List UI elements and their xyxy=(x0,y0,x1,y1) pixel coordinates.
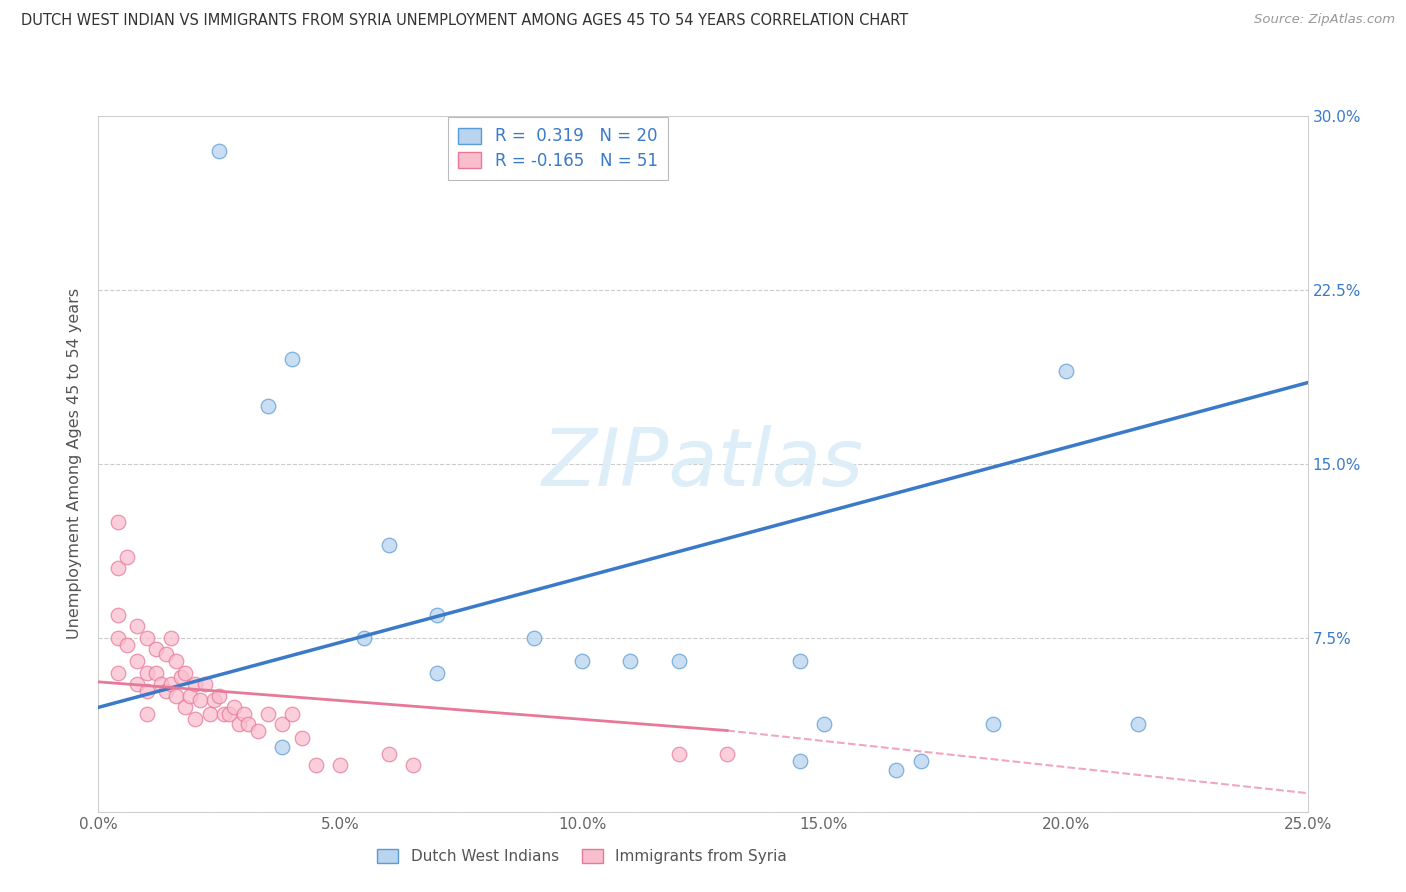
Point xyxy=(238,716,260,731)
Point xyxy=(789,654,811,668)
Point xyxy=(426,607,449,622)
Point xyxy=(174,700,197,714)
Point xyxy=(135,707,157,722)
Point xyxy=(256,399,278,413)
Point xyxy=(155,647,177,661)
Point xyxy=(117,549,139,564)
Point xyxy=(184,677,207,691)
Point xyxy=(174,665,197,680)
Point xyxy=(247,723,270,738)
Text: ZIPatlas: ZIPatlas xyxy=(541,425,865,503)
Point xyxy=(145,642,167,657)
Point xyxy=(188,693,211,707)
Point xyxy=(165,654,187,668)
Point xyxy=(716,747,738,761)
Point xyxy=(668,747,690,761)
Point xyxy=(377,538,399,552)
Y-axis label: Unemployment Among Ages 45 to 54 years: Unemployment Among Ages 45 to 54 years xyxy=(67,288,83,640)
Point xyxy=(150,677,173,691)
Text: Source: ZipAtlas.com: Source: ZipAtlas.com xyxy=(1254,13,1395,27)
Point xyxy=(281,707,304,722)
Point xyxy=(271,739,294,754)
Point xyxy=(117,638,139,652)
Point xyxy=(127,619,149,633)
Point xyxy=(571,654,593,668)
Point xyxy=(107,561,129,575)
Point xyxy=(155,684,177,698)
Point xyxy=(135,665,157,680)
Point xyxy=(127,654,149,668)
Point xyxy=(377,747,399,761)
Point xyxy=(208,689,231,703)
Point xyxy=(910,754,932,768)
Point xyxy=(107,665,129,680)
Point xyxy=(228,716,250,731)
Point xyxy=(107,515,129,529)
Point xyxy=(107,607,129,622)
Point xyxy=(813,716,835,731)
Point xyxy=(145,665,167,680)
Point xyxy=(426,665,449,680)
Point xyxy=(353,631,375,645)
Point xyxy=(886,763,908,777)
Point xyxy=(127,677,149,691)
Point xyxy=(160,677,183,691)
Point xyxy=(1128,716,1150,731)
Point xyxy=(135,631,157,645)
Point xyxy=(165,689,187,703)
Point xyxy=(212,707,235,722)
Point xyxy=(194,677,217,691)
Point xyxy=(305,758,328,772)
Text: DUTCH WEST INDIAN VS IMMIGRANTS FROM SYRIA UNEMPLOYMENT AMONG AGES 45 TO 54 YEAR: DUTCH WEST INDIAN VS IMMIGRANTS FROM SYR… xyxy=(21,13,908,29)
Point xyxy=(981,716,1004,731)
Point xyxy=(256,707,278,722)
Legend: Dutch West Indians, Immigrants from Syria: Dutch West Indians, Immigrants from Syri… xyxy=(371,842,793,871)
Point xyxy=(232,707,254,722)
Point xyxy=(107,631,129,645)
Point xyxy=(169,670,191,684)
Point xyxy=(184,712,207,726)
Point xyxy=(160,631,183,645)
Point xyxy=(619,654,641,668)
Point xyxy=(789,754,811,768)
Point xyxy=(668,654,690,668)
Point xyxy=(135,684,157,698)
Point xyxy=(179,689,201,703)
Point xyxy=(402,758,425,772)
Point xyxy=(1054,364,1077,378)
Point xyxy=(329,758,352,772)
Point xyxy=(290,731,312,745)
Point xyxy=(204,693,226,707)
Point xyxy=(281,352,304,367)
Point xyxy=(208,144,231,158)
Point xyxy=(271,716,294,731)
Point xyxy=(198,707,221,722)
Point xyxy=(222,700,245,714)
Point xyxy=(218,707,240,722)
Point xyxy=(523,631,546,645)
